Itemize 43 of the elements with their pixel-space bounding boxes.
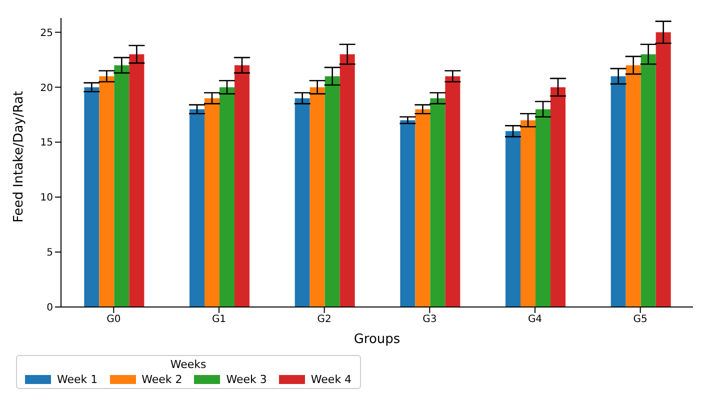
- bar: [294, 98, 310, 307]
- x-tick-label: G4: [528, 314, 542, 326]
- y-tick-label: 20: [40, 82, 53, 94]
- bar: [234, 65, 250, 307]
- y-tick-label: 5: [46, 248, 53, 259]
- legend-label: Week 2: [140, 373, 182, 386]
- bar: [445, 76, 460, 307]
- legend-label: Week 4: [310, 373, 352, 386]
- bar: [129, 54, 144, 307]
- bar: [400, 120, 416, 307]
- bar: [536, 109, 551, 307]
- bar: [204, 98, 220, 307]
- bar: [220, 87, 235, 307]
- x-tick-label: G0: [106, 314, 121, 326]
- bar: [506, 131, 521, 307]
- bar: [656, 32, 671, 307]
- legend-title: Weeks: [169, 358, 208, 371]
- bar: [520, 120, 536, 307]
- bar: [310, 87, 325, 307]
- y-tick-label: 25: [40, 28, 53, 39]
- y-tick-label: 10: [40, 192, 53, 204]
- x-axis-title: Groups: [354, 332, 400, 347]
- legend-label: Week 3: [225, 373, 267, 386]
- bar: [114, 65, 130, 307]
- bar: [430, 98, 446, 307]
- bar: [640, 54, 656, 307]
- bar: [626, 65, 641, 307]
- y-tick-label: 15: [40, 138, 53, 149]
- legend-label: Week 1: [56, 373, 98, 386]
- x-tick-label: G3: [422, 314, 437, 326]
- y-tick-label: 0: [46, 302, 53, 314]
- y-axis-title: Feed Intake/Day/Rat: [12, 90, 27, 222]
- bar: [99, 76, 114, 307]
- bar: [84, 87, 100, 307]
- x-tick-label: G1: [212, 314, 226, 326]
- bar: [415, 109, 430, 307]
- bar: [324, 76, 340, 307]
- x-tick-label: G2: [317, 314, 332, 326]
- bar: [340, 54, 355, 307]
- bar: [190, 109, 205, 307]
- bar: [610, 76, 626, 307]
- bar: [550, 87, 566, 307]
- x-tick-label: G5: [633, 314, 648, 326]
